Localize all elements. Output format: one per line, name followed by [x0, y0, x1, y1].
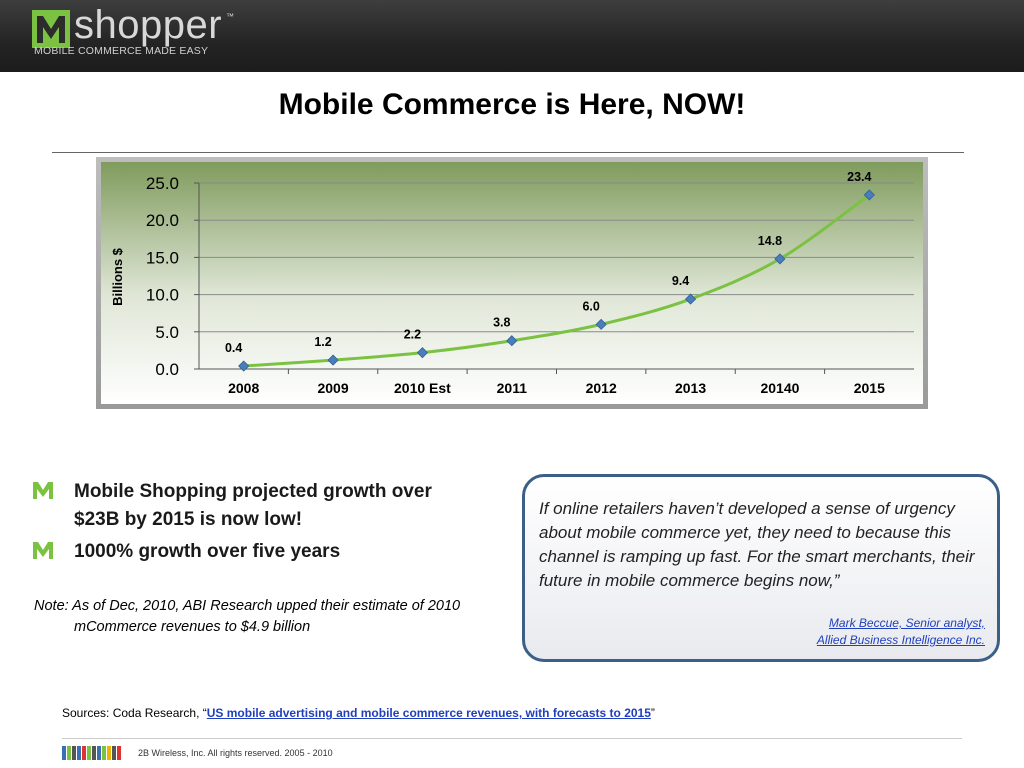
- data-point-marker: [416, 347, 429, 359]
- y-axis-label: Billions $: [110, 247, 125, 306]
- quote-text: If online retailers haven’t developed a …: [539, 499, 975, 590]
- chart-background: [101, 162, 923, 404]
- mshopper-logo-icon: [32, 10, 70, 48]
- company-logo-icon: [62, 746, 121, 760]
- data-label: 1.2: [314, 335, 331, 349]
- x-tick-label: 2008: [228, 380, 259, 396]
- sources-prefix: Sources: Coda Research, “: [62, 706, 207, 720]
- m-bullet-icon: [33, 482, 53, 499]
- sources-suffix: ”: [650, 706, 655, 720]
- x-tick-label: 20140: [760, 380, 799, 396]
- y-tick-label: 15.0: [146, 248, 179, 267]
- research-note: Note: As of Dec, 2010, ABI Research uppe…: [34, 598, 461, 635]
- data-point-marker: [595, 318, 607, 330]
- data-point-marker: [684, 293, 697, 305]
- data-point-marker: [863, 189, 875, 201]
- data-label: 14.8: [758, 234, 782, 248]
- trademark-symbol: ™: [226, 12, 234, 21]
- sources-report-link[interactable]: US mobile advertising and mobile commerc…: [206, 706, 651, 720]
- m-bullet-icon: [33, 542, 53, 559]
- data-label: 0.4: [225, 341, 242, 355]
- chart-frame: 0.0 5.0 10.0 15.0 20.0 25.0 2008 2009 2010 Est 20…: [96, 157, 928, 409]
- quote-attribution: Mark Beccue, Senior analyst, Allied Busi…: [817, 615, 985, 649]
- y-tick-label: 5.0: [155, 323, 179, 342]
- y-tick-label: 0.0: [155, 360, 179, 379]
- bullet-text: 1000% growth over five years: [74, 541, 341, 562]
- x-tick-label: 2009: [317, 380, 348, 396]
- header-bar: shopper ™ MOBILE COMMERCE MADE EASY: [0, 0, 1024, 72]
- x-tick-label: 2011: [497, 380, 528, 396]
- attribution-org-link[interactable]: Allied Business Intelligence Inc.: [816, 633, 985, 647]
- brand-name: shopper: [74, 3, 223, 47]
- brand-tagline: MOBILE COMMERCE MADE EASY: [34, 45, 209, 57]
- bullet-item: 1000% growth over five years: [32, 538, 472, 566]
- data-point-marker: [774, 253, 786, 265]
- page-title: Mobile Commerce is Here, NOW!: [278, 88, 746, 121]
- attribution-author-link[interactable]: Mark Beccue, Senior analyst,: [828, 616, 985, 630]
- bullet-text: Mobile Shopping projected growth over $2…: [74, 481, 432, 530]
- x-tick-label: 2012: [586, 380, 617, 396]
- x-tick-label: 2015: [854, 380, 885, 396]
- y-tick-label: 10.0: [146, 286, 179, 305]
- data-label: 2.2: [404, 328, 421, 342]
- footer-divider: [62, 738, 962, 739]
- bullet-item: Mobile Shopping projected growth over $2…: [32, 478, 472, 534]
- data-label: 3.8: [493, 316, 510, 330]
- copyright-text: 2B Wireless, Inc. All rights reserved. 2…: [138, 748, 333, 758]
- x-tick-label: 2010 Est: [394, 380, 451, 396]
- x-tick-label: 2013: [675, 380, 706, 396]
- data-point-marker: [238, 360, 250, 372]
- data-label: 23.4: [847, 170, 871, 184]
- data-point-marker: [327, 354, 339, 366]
- sources-line: Sources: Coda Research, “US mobile adver…: [62, 706, 655, 720]
- title-divider: [52, 152, 964, 153]
- y-tick-label: 20.0: [146, 211, 179, 230]
- line-chart: 0.0 5.0 10.0 15.0 20.0 25.0 2008 2009 2010 Est 20…: [101, 162, 923, 404]
- data-point-marker: [506, 335, 518, 347]
- y-tick-label: 25.0: [146, 174, 179, 193]
- bullet-list: Mobile Shopping projected growth over $2…: [32, 478, 472, 570]
- data-label: 9.4: [672, 274, 689, 288]
- quote-callout: If online retailers haven’t developed a …: [522, 474, 1000, 662]
- data-label: 6.0: [582, 299, 599, 313]
